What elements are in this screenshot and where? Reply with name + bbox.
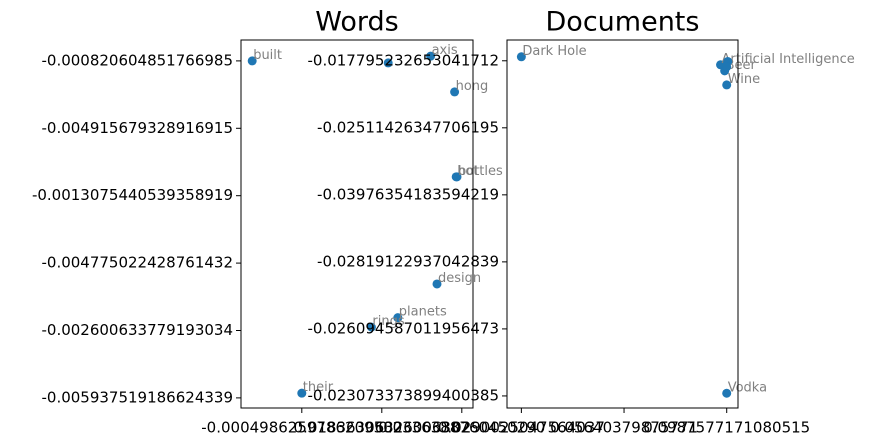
point-label: design [438,271,481,286]
x-tick-label: 0.01836306326006302 [294,419,471,437]
point-label: Artificial Intelligence [722,52,855,67]
point-label: hong [456,79,489,94]
x-tick-label: 0.0336388760450290 [378,419,545,437]
point-label: Beer [726,58,757,73]
point [722,80,732,90]
point [452,172,462,182]
point [247,56,257,66]
y-tick-label: -0.026094587011956473 [307,319,499,337]
point-label: their [303,380,334,395]
y-tick-label: -0.03976354183594219 [317,185,499,203]
point-label: rings [372,314,404,329]
point-label: bottles [458,164,503,179]
point-label: built [253,48,282,63]
chart-title: Documents [546,7,700,38]
y-tick-label: -0.001307544053935891​9 [32,186,233,204]
point [432,279,442,289]
y-tick-label: -0.023073373899400385 [307,386,499,404]
y-tick-label: -0.005937519186624339 [41,388,233,406]
point [722,388,732,398]
point [722,62,732,72]
y-tick-label: -0.017795232653041712 [307,51,499,69]
point-label: Wine [728,72,760,87]
y-tick-label: -0.002600633779193034 [41,321,233,339]
y-tick-label: -0.0008206048517669​85 [41,51,233,69]
x-tick-label: 0.05640379875771 [550,419,698,437]
x-tick-label: -0.0004986259786209502 [201,419,402,437]
point [516,52,526,62]
point-label: Vodka [728,380,767,395]
point [450,87,460,97]
point-label: axis [432,43,458,58]
chart-title: Words [315,7,398,38]
point [426,51,436,61]
y-tick-label: -0.004775022428761432 [41,254,233,272]
y-tick-label: -0.02819122937042839 [317,252,499,270]
x-tick-label: 0.0290025047564037 [438,419,605,437]
point [366,322,376,332]
point [383,58,393,68]
x-tick-label: 0.0987577171080515 [643,419,810,437]
axes-frame [240,39,474,409]
y-tick-label: -0.004915679328916915 [41,119,233,137]
y-tick-label: -0.02511426347706195 [317,118,499,136]
point [297,388,307,398]
point-label: planets [399,305,447,320]
point-label: Dark Hole [522,44,586,59]
point [393,313,403,323]
axes-frame [506,39,739,409]
